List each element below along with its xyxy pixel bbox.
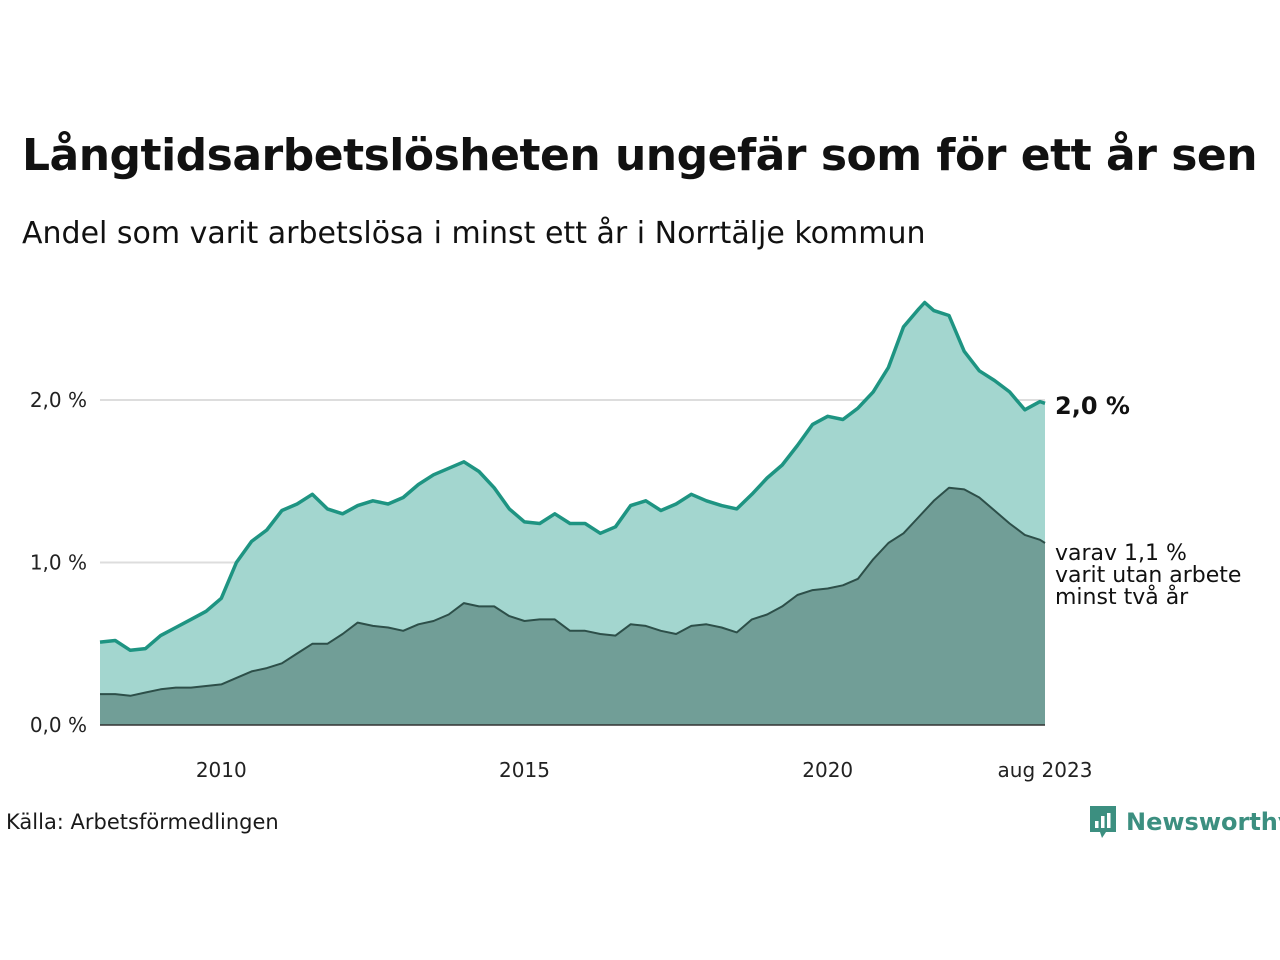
y-tick-label: 0,0 % [30,713,87,737]
x-tick-label: 2015 [499,758,550,782]
chart-subtitle: Andel som varit arbetslösa i minst ett å… [22,216,926,251]
newsworthy-logo-icon [1090,806,1116,838]
sub-end-label-line: varit utan arbete [1055,563,1241,588]
source-note: Källa: Arbetsförmedlingen [6,810,279,834]
series-sub-area [100,487,1045,725]
x-tick-label: 2020 [802,758,853,782]
y-tick-label: 2,0 % [30,388,87,412]
total-end-label: 2,0 % [1055,392,1130,420]
sub-end-label-line: varav 1,1 % [1055,541,1187,566]
chart-title: Långtidsarbetslösheten ungefär som för e… [22,130,1258,181]
y-tick-label: 1,0 % [30,551,87,575]
newsworthy-logo-text: Newsworthy [1126,808,1280,836]
x-tick-label: aug 2023 [998,758,1093,782]
series-sub-line [100,486,1046,697]
series-total-line [99,300,1046,653]
sub-end-label-line: minst två år [1055,584,1189,610]
newsworthy-logo: Newsworthy [1088,804,1280,840]
x-tick-label: 2010 [196,758,247,782]
